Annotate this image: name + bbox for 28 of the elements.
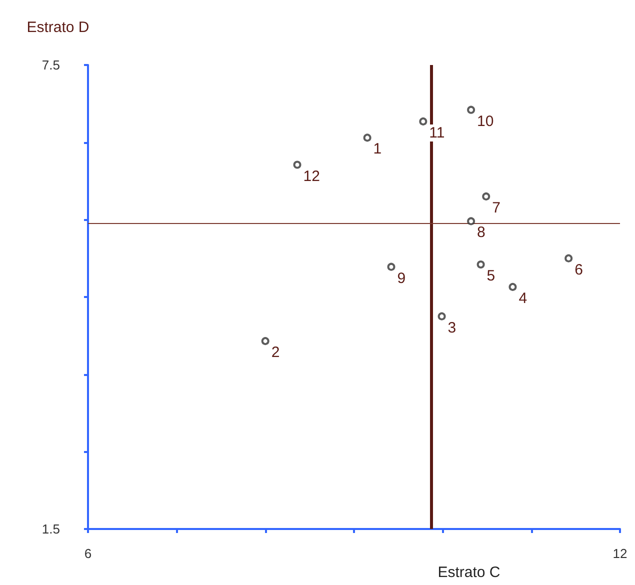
- point: [363, 134, 372, 142]
- annotation: 1: [373, 140, 382, 158]
- point: [293, 160, 302, 169]
- point: [261, 337, 270, 346]
- point: [387, 262, 396, 271]
- annotation: 12: [303, 168, 320, 185]
- point: [482, 192, 490, 200]
- annotation: 8: [477, 224, 486, 242]
- annotation: 4: [518, 290, 528, 307]
- annotation: 10: [477, 112, 494, 130]
- annotation: 3: [448, 319, 456, 336]
- point: [564, 254, 573, 262]
- point: [467, 217, 476, 226]
- annotation: 6: [574, 261, 583, 278]
- annotation: 7: [492, 199, 500, 216]
- annotation: 2: [271, 344, 280, 362]
- x-axis-title: Estrato C: [438, 564, 500, 581]
- point: [467, 106, 476, 114]
- point: [438, 312, 446, 320]
- point: [508, 282, 517, 291]
- y-tick-label: 1.5: [42, 522, 60, 536]
- annotation: 11: [429, 124, 445, 142]
- point: [476, 260, 485, 269]
- point: [419, 117, 428, 126]
- y-tick-label: 7.5: [42, 58, 60, 72]
- annotation: 9: [397, 270, 406, 287]
- y-axis-title: Estrato D: [26, 19, 90, 36]
- annotation: 5: [486, 268, 496, 285]
